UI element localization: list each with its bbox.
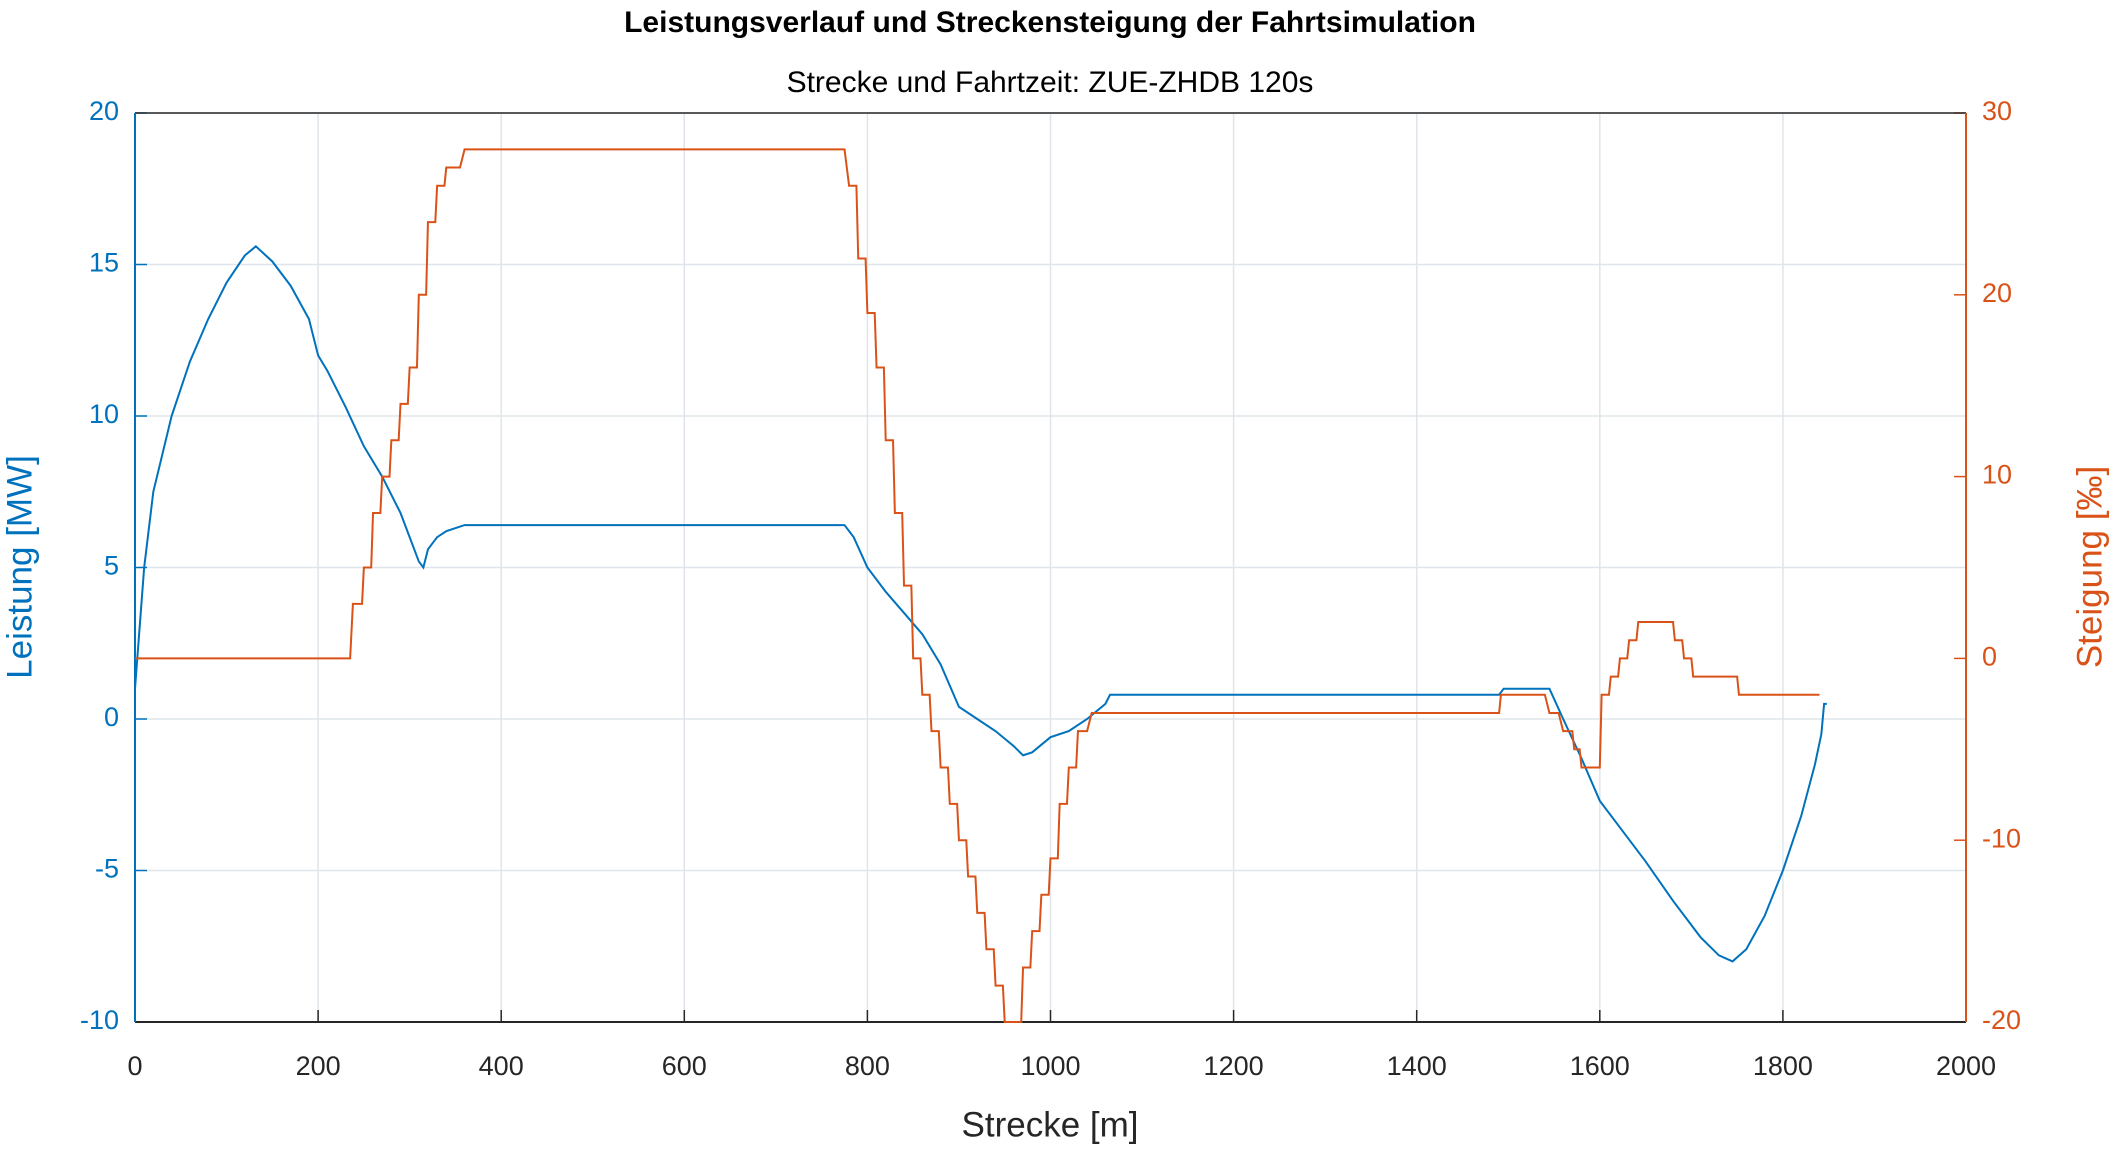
x-axis-label: Strecke [m] bbox=[962, 1105, 1139, 1144]
y-tick-label: 0 bbox=[104, 702, 119, 732]
y-tick-label: -10 bbox=[80, 1005, 119, 1035]
y-axis-label: Leistung [MW] bbox=[0, 455, 39, 679]
chart-title: Leistungsverlauf und Streckensteigung de… bbox=[624, 6, 1476, 39]
x-tick-label: 0 bbox=[127, 1051, 142, 1081]
y-tick-label: 5 bbox=[104, 551, 119, 581]
x-tick-label: 400 bbox=[479, 1051, 524, 1081]
x-tick-label: 600 bbox=[662, 1051, 707, 1081]
x-tick-label: 1200 bbox=[1204, 1051, 1264, 1081]
x-tick-label: 800 bbox=[845, 1051, 890, 1081]
y2-tick-label: 20 bbox=[1982, 278, 2012, 308]
y2-tick-label: 30 bbox=[1982, 96, 2012, 126]
x-tick-label: 2000 bbox=[1936, 1051, 1996, 1081]
data-line bbox=[134, 244, 1827, 963]
x-tick-label: 200 bbox=[296, 1051, 341, 1081]
y-tick-label: 20 bbox=[89, 96, 119, 126]
x-tick-label: 1400 bbox=[1387, 1051, 1447, 1081]
y-tick-label: 15 bbox=[89, 248, 119, 278]
x-tick-label: 1800 bbox=[1753, 1051, 1813, 1081]
y2-tick-label: -10 bbox=[1982, 823, 2021, 853]
chart-subtitle: Strecke und Fahrtzeit: ZUE-ZHDB 120s bbox=[787, 66, 1314, 99]
y-tick-label: 10 bbox=[89, 399, 119, 429]
y-tick-label: -5 bbox=[95, 854, 119, 884]
y2-tick-label: 0 bbox=[1982, 642, 1997, 672]
y2-tick-label: 10 bbox=[1982, 460, 2012, 490]
x-tick-label: 1600 bbox=[1570, 1051, 1630, 1081]
data-line bbox=[135, 148, 1820, 1023]
y2-tick-label: -20 bbox=[1982, 1005, 2021, 1035]
x-tick-label: 1000 bbox=[1020, 1051, 1080, 1081]
y2-axis-label: Steigung [‰] bbox=[2070, 466, 2109, 668]
